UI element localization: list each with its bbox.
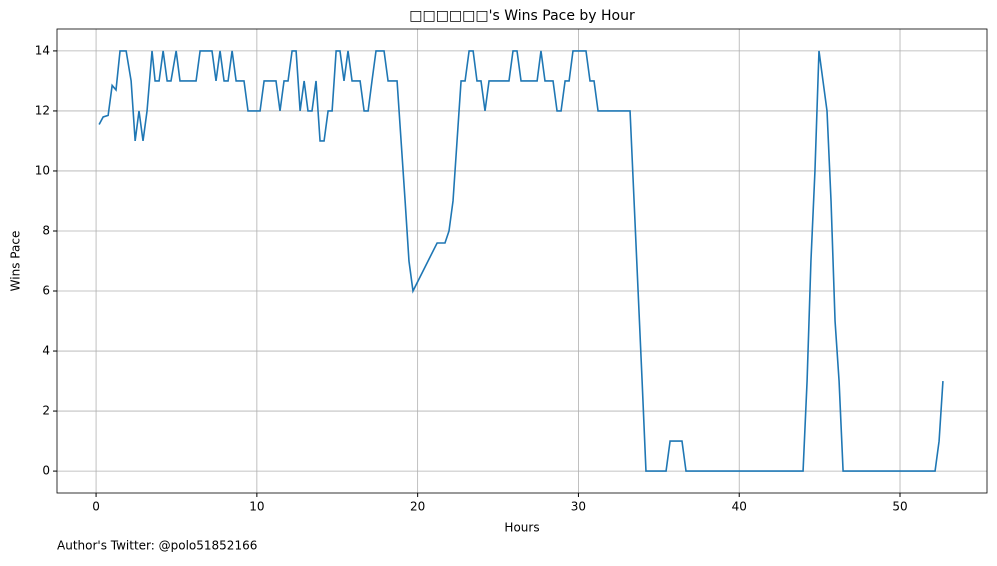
y-tick-label: 14 — [35, 43, 50, 57]
y-tick-label: 10 — [35, 163, 50, 177]
x-tick-label: 30 — [571, 500, 586, 514]
x-tick-label: 0 — [92, 500, 100, 514]
annotation: Author's Twitter: @polo51852166 — [57, 539, 257, 553]
x-tick-label: 10 — [249, 500, 264, 514]
y-tick-label: 0 — [42, 464, 50, 478]
data-line — [98, 50, 944, 472]
plot-frame — [56, 28, 988, 494]
y-axis-label: Wins Pace — [9, 231, 23, 292]
y-tick-label: 8 — [42, 223, 50, 237]
y-tick-label: 12 — [35, 103, 50, 117]
x-tick-label: 20 — [410, 500, 425, 514]
x-axis-label: Hours — [504, 521, 539, 535]
y-tick-label: 2 — [42, 404, 50, 418]
x-tick-label: 50 — [892, 500, 907, 514]
chart-title: □□□□□□'s Wins Pace by Hour — [409, 8, 635, 24]
y-tick-label: 4 — [42, 344, 50, 358]
y-tick-label: 6 — [42, 284, 50, 298]
x-tick-label: 40 — [732, 500, 747, 514]
